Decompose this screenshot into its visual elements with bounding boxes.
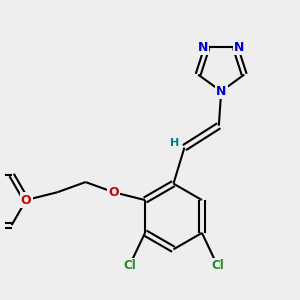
Text: Cl: Cl (211, 259, 224, 272)
Text: N: N (216, 85, 226, 98)
Text: N: N (198, 41, 208, 54)
Text: N: N (234, 41, 244, 54)
Text: Cl: Cl (123, 259, 136, 272)
Text: O: O (21, 194, 32, 207)
Text: O: O (108, 186, 119, 199)
Text: H: H (169, 138, 179, 148)
